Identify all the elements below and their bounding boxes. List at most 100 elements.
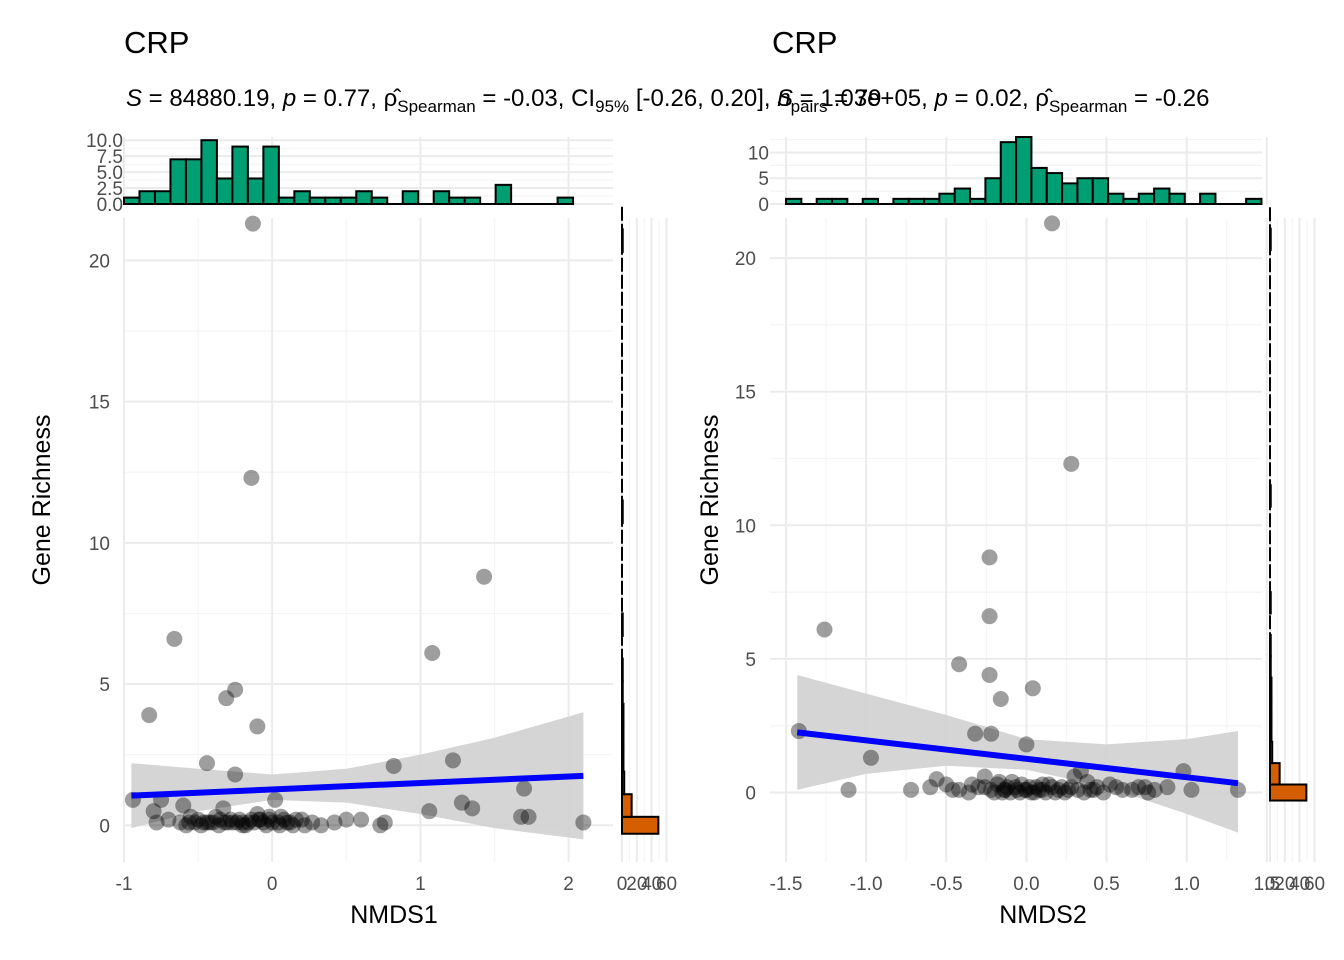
rho-value: -0.26	[1155, 85, 1210, 112]
data-point	[1040, 776, 1057, 793]
data-point	[250, 811, 267, 828]
x-axis-label: NMDS1	[350, 901, 438, 929]
chart-title-nmds1: CRP	[124, 25, 189, 60]
data-point	[1130, 779, 1147, 796]
top-histogram-bar	[1168, 192, 1186, 205]
data-point	[1002, 784, 1019, 801]
stat-value: 84880.19	[169, 85, 269, 112]
data-point	[995, 781, 1012, 798]
data-point	[227, 681, 244, 698]
y-tick-label: 20	[735, 249, 756, 270]
data-point	[234, 817, 251, 834]
ci-value: [-0.26, 0.20]	[636, 85, 764, 112]
stat-name-label: S	[777, 85, 793, 112]
data-point	[1024, 680, 1041, 697]
data-point	[1018, 736, 1035, 753]
data-point	[249, 718, 266, 735]
data-point	[816, 621, 833, 638]
data-point	[981, 608, 998, 625]
n-eq: =	[827, 85, 854, 112]
top-histogram-bar	[184, 158, 203, 205]
data-point	[1053, 779, 1070, 796]
y-tick-label: 5	[99, 675, 110, 696]
data-point	[231, 811, 248, 828]
data-point	[903, 781, 920, 798]
data-point	[1047, 784, 1064, 801]
x-tick-label: 2	[563, 874, 574, 895]
data-point	[178, 817, 195, 834]
top-histogram-bar	[293, 190, 311, 206]
p-eq: =	[296, 85, 323, 112]
data-point	[216, 814, 233, 831]
x-tick-label: 0.5	[1093, 874, 1119, 895]
data-point	[376, 814, 393, 831]
n-value: 79	[855, 85, 882, 112]
data-point	[212, 811, 229, 828]
data-point	[938, 776, 955, 793]
data-point	[284, 817, 301, 834]
data-point	[264, 814, 281, 831]
p-label: ,	[921, 85, 934, 112]
data-point	[1034, 781, 1051, 798]
data-point	[1082, 781, 1099, 798]
data-point	[258, 817, 275, 834]
side-histogram-bar	[621, 815, 660, 835]
top-histogram-bar	[1107, 192, 1125, 205]
data-point	[243, 811, 260, 828]
data-point	[1066, 768, 1083, 785]
data-point	[273, 808, 290, 825]
data-point	[922, 779, 939, 796]
x-tick-label: 1	[415, 874, 426, 895]
top-hist-tick-label: 2.5	[97, 179, 123, 200]
data-point	[976, 779, 993, 796]
data-point	[991, 773, 1008, 790]
data-point	[252, 811, 269, 828]
data-point	[172, 814, 189, 831]
data-point	[222, 811, 239, 828]
data-point	[976, 768, 993, 785]
data-point	[249, 805, 266, 822]
data-point	[1026, 784, 1043, 801]
data-point	[464, 800, 481, 817]
data-point	[243, 469, 260, 486]
top-histogram-bar	[999, 141, 1018, 205]
data-point	[234, 814, 251, 831]
data-point	[287, 811, 304, 828]
data-point	[281, 814, 298, 831]
n-symbol: n	[777, 85, 790, 112]
p-symbol: p	[934, 85, 948, 112]
side-hist-tick-label: 60	[656, 874, 677, 895]
data-point	[385, 757, 402, 774]
top-histogram-bar	[1153, 187, 1171, 206]
data-point	[1056, 784, 1073, 801]
data-point	[986, 784, 1003, 801]
side-hist-tick-label: 40	[1289, 874, 1310, 895]
top-histogram-bar	[1061, 182, 1079, 205]
top-histogram-bar	[1199, 192, 1217, 205]
data-point	[1021, 779, 1038, 796]
data-point	[963, 776, 980, 793]
data-point	[951, 781, 968, 798]
data-point	[981, 666, 998, 683]
data-point	[983, 781, 1000, 798]
side-hist-tick-label: 0	[1265, 874, 1276, 895]
data-point	[1013, 776, 1030, 793]
top-histogram-bar	[215, 177, 234, 206]
x-tick-label: 0.0	[1013, 874, 1039, 895]
ci-subscript: 95%	[595, 97, 629, 116]
data-point	[960, 784, 977, 801]
x-tick-label: -0.5	[930, 874, 963, 895]
data-point	[1140, 784, 1157, 801]
top-hist-tick-label: 7.5	[97, 147, 123, 168]
data-point	[992, 690, 1009, 707]
data-point	[1137, 779, 1154, 796]
data-point	[1076, 784, 1093, 801]
data-point	[148, 814, 165, 831]
data-point	[1063, 455, 1080, 472]
top-histogram-bar	[1015, 136, 1033, 205]
stat-value: 1.03e+05	[820, 85, 921, 112]
top-histogram-bar	[953, 187, 972, 206]
p-value: 0.02	[975, 85, 1022, 112]
